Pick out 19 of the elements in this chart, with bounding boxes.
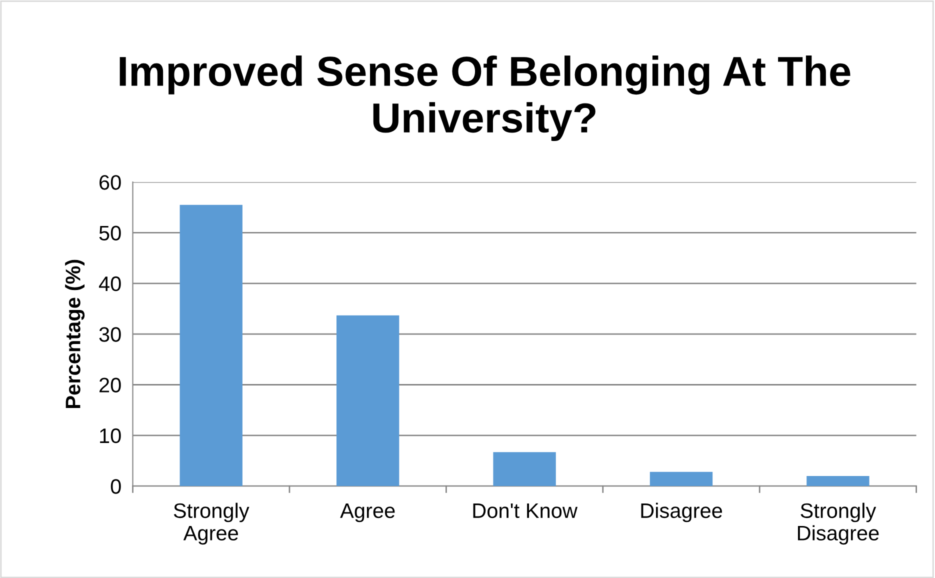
x-tick-label: Disagree xyxy=(641,502,722,522)
y-axis-title: Percentage (%) xyxy=(65,260,85,408)
y-tick-label: 40 xyxy=(98,276,121,292)
bar xyxy=(336,315,400,486)
x-tick-label: Don't Know xyxy=(473,504,578,518)
y-tick-label: 10 xyxy=(100,428,121,444)
y-tick-label: 30 xyxy=(99,327,121,342)
y-tick-label: 50 xyxy=(99,226,121,240)
bar xyxy=(806,476,870,486)
y-tick-label: 20 xyxy=(100,378,121,393)
bar xyxy=(493,452,556,486)
y-tick-label: 60 xyxy=(100,175,121,190)
x-tick-label: Agree xyxy=(340,504,395,522)
x-tick-label: Strongly Disagree xyxy=(798,502,879,545)
x-tick-label: Strongly Agree xyxy=(174,502,250,545)
y-tick-label: 0 xyxy=(110,479,121,494)
bar xyxy=(650,472,713,486)
bar xyxy=(180,204,242,486)
chart-title: Improved Sense Of Belonging At The University? xyxy=(120,56,850,141)
